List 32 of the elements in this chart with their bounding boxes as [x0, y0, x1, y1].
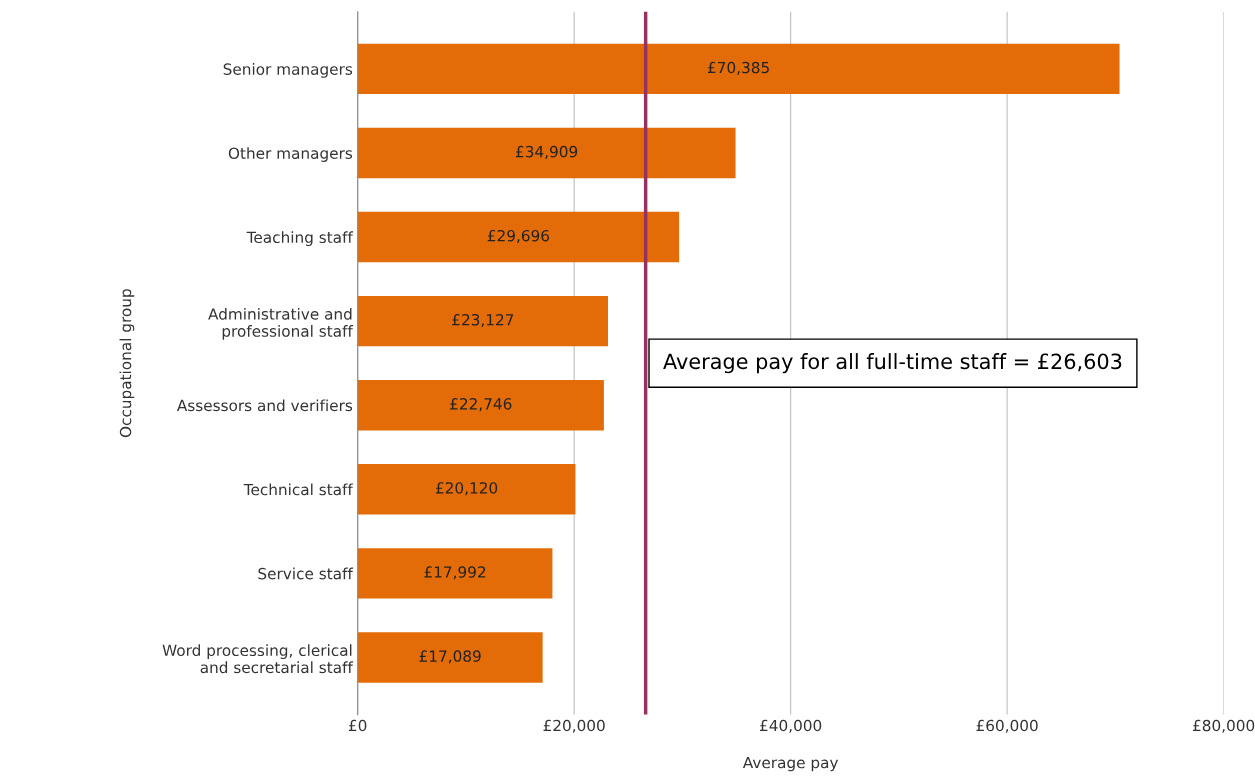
- x-tick-label: £80,000: [1193, 719, 1255, 733]
- bar: [357, 548, 553, 599]
- y-tick-label: Word processing, clerical and secretarial staff: [162, 644, 354, 674]
- y-tick-label: Senior managers: [223, 63, 353, 78]
- y-tick-label: Technical staff: [243, 483, 354, 496]
- y-axis-title: Occupational group: [119, 289, 135, 438]
- y-tick-label: Assessors and verifiers: [176, 399, 353, 412]
- ref-line-label: Average pay for all full-time staff = £26,603: [663, 353, 1122, 374]
- bar: [357, 464, 576, 515]
- bar: [357, 295, 609, 347]
- data-label: £23,127: [452, 314, 514, 328]
- data-label: £17,992: [424, 566, 486, 580]
- bar: [357, 43, 1120, 95]
- y-tick-label: Service staff: [258, 567, 354, 580]
- y-tick-label: Other managers: [228, 147, 353, 162]
- bar: [357, 127, 736, 179]
- bar: [357, 632, 543, 683]
- data-label: £29,696: [487, 229, 550, 244]
- data-label: £17,089: [419, 650, 481, 664]
- bar: [357, 379, 604, 431]
- x-tick-label: £20,000: [543, 719, 605, 733]
- data-label: £70,385: [707, 61, 769, 75]
- data-label: £34,909: [515, 145, 578, 159]
- data-label: £20,120: [435, 482, 498, 496]
- x-tick-label: £60,000: [976, 719, 1038, 733]
- bar: [357, 211, 680, 263]
- data-label: £22,746: [450, 398, 512, 412]
- y-tick-label: Administrative and professional staff: [208, 307, 354, 340]
- x-tick-label: £40,000: [760, 719, 822, 733]
- x-tick-label: £0: [348, 719, 367, 732]
- y-tick-label: Teaching staff: [246, 231, 354, 247]
- x-axis-title: Average pay: [742, 756, 839, 772]
